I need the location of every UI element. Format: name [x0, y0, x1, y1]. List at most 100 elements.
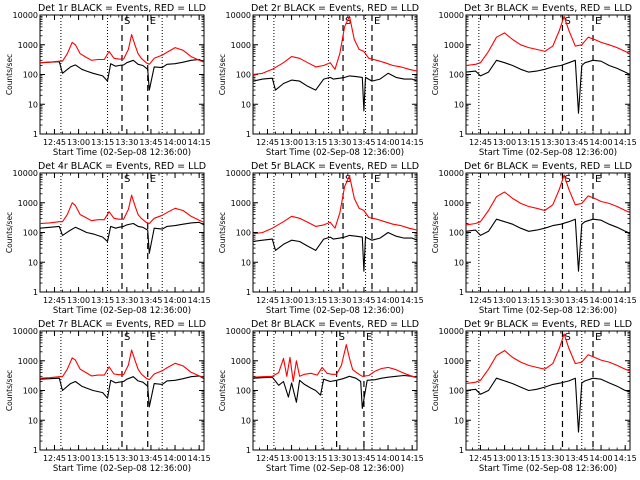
y-tick-label: 1 — [33, 130, 38, 139]
marker-label-s: S — [124, 332, 130, 343]
y-tick-label: 10000 — [13, 327, 38, 336]
marker-label-e: E — [150, 332, 156, 343]
x-tick-label: 13:30 — [541, 296, 564, 305]
y-tick-label: 10000 — [439, 11, 464, 20]
plot-frame — [252, 330, 418, 451]
x-tick-label: 13:45 — [139, 138, 162, 147]
marker-label-e: E — [595, 174, 601, 185]
chart-panel-2: Det 2r BLACK = Events, RED = LLD 1 10 100 10… — [218, 3, 424, 158]
y-tick-label: 10000 — [439, 169, 464, 178]
y-tick-label: 100 — [23, 229, 38, 238]
y-axis-label: Counts/sec — [5, 54, 14, 95]
x-tick-label: 13:30 — [328, 296, 351, 305]
x-tick-label: 12:45 — [43, 138, 66, 147]
x-axis-label: Start Time (02-Sep-08 12:36:00) — [266, 148, 404, 158]
chart-title: Det 2r BLACK = Events, RED = LLD — [251, 3, 419, 14]
x-tick-label: 13:00 — [280, 138, 303, 147]
chart-panel-8: Det 8r BLACK = Events, RED = LLD 1 10 100 10… — [218, 319, 424, 474]
series-line-events — [40, 375, 204, 408]
x-tick-label: 13:30 — [328, 454, 351, 463]
chart-panel-7: Det 7r BLACK = Events, RED = LLD 1 10 100 10… — [5, 319, 211, 474]
x-tick-label: 12:45 — [469, 454, 492, 463]
x-tick-label: 13:00 — [280, 454, 303, 463]
y-tick-label: 10 — [241, 416, 251, 425]
x-tick-label: 13:00 — [280, 296, 303, 305]
y-tick-label: 100 — [449, 387, 464, 396]
plot-frame — [465, 330, 631, 451]
y-tick-label: 1 — [246, 446, 251, 455]
y-axis-label: Counts/sec — [218, 54, 227, 95]
chart-title: Det 7r BLACK = Events, RED = LLD — [38, 319, 206, 330]
y-axis-label: Counts/sec — [431, 370, 440, 411]
series-line-lld — [466, 15, 630, 67]
y-tick-label: 1 — [33, 446, 38, 455]
marker-label-e: E — [150, 16, 156, 27]
y-tick-label: 1000 — [18, 199, 38, 208]
x-axis-label: Start Time (02-Sep-08 12:36:00) — [266, 464, 404, 474]
x-tick-label: 13:15 — [304, 138, 327, 147]
y-tick-label: 10 — [28, 416, 38, 425]
y-tick-label: 100 — [236, 229, 251, 238]
y-tick-label: 100 — [236, 71, 251, 80]
y-axis-label: Counts/sec — [431, 54, 440, 95]
x-tick-label: 13:45 — [139, 296, 162, 305]
y-tick-label: 100 — [23, 71, 38, 80]
x-tick-label: 13:15 — [517, 296, 540, 305]
series-line-lld — [40, 349, 204, 381]
x-tick-label: 14:15 — [188, 454, 211, 463]
y-tick-label: 1000 — [231, 199, 251, 208]
y-tick-label: 10 — [28, 258, 38, 267]
series-line-events — [466, 59, 630, 114]
x-tick-label: 13:15 — [517, 454, 540, 463]
y-tick-label: 10000 — [439, 327, 464, 336]
y-tick-label: 10 — [241, 258, 251, 267]
x-tick-label: 12:45 — [256, 296, 279, 305]
x-tick-label: 14:00 — [377, 296, 400, 305]
y-tick-label: 10 — [454, 258, 464, 267]
chart-panel-3: Det 3r BLACK = Events, RED = LLD 1 10 100 10… — [431, 3, 637, 158]
x-tick-label: 13:45 — [565, 454, 588, 463]
chart-title: Det 1r BLACK = Events, RED = LLD — [38, 3, 206, 14]
series-line-events — [466, 377, 630, 433]
y-tick-label: 1000 — [231, 357, 251, 366]
chart-panel-4: Det 4r BLACK = Events, RED = LLD 1 10 100 10… — [5, 161, 211, 316]
chart-panel-1: Det 1r BLACK = Events, RED = LLD 1 10 100 10… — [5, 3, 211, 158]
marker-label-e: E — [595, 332, 601, 343]
y-tick-label: 1000 — [444, 357, 464, 366]
x-tick-label: 14:00 — [164, 296, 187, 305]
x-tick-label: 12:45 — [256, 138, 279, 147]
x-axis-label: Start Time (02-Sep-08 12:36:00) — [479, 464, 617, 474]
x-tick-label: 13:15 — [517, 138, 540, 147]
x-tick-label: 12:45 — [256, 454, 279, 463]
x-tick-label: 14:15 — [401, 296, 424, 305]
y-tick-label: 10000 — [226, 169, 251, 178]
y-axis-label: Counts/sec — [431, 212, 440, 253]
x-axis-label: Start Time (02-Sep-08 12:36:00) — [266, 306, 404, 316]
y-tick-label: 1 — [459, 288, 464, 297]
plot-frame — [252, 14, 418, 135]
series-line-lld — [40, 194, 204, 225]
series-line-events — [40, 221, 204, 254]
y-tick-label: 1000 — [18, 41, 38, 50]
series-line-lld — [40, 34, 204, 65]
y-tick-label: 100 — [23, 387, 38, 396]
y-tick-label: 10000 — [226, 11, 251, 20]
x-tick-label: 14:00 — [590, 296, 613, 305]
x-tick-label: 13:00 — [67, 296, 90, 305]
marker-label-s: S — [339, 332, 345, 343]
x-tick-label: 13:15 — [91, 296, 114, 305]
x-tick-label: 13:45 — [565, 138, 588, 147]
marker-label-s: S — [124, 174, 130, 185]
marker-label-e: E — [150, 174, 156, 185]
y-axis-label: Counts/sec — [5, 212, 14, 253]
chart-title: Det 6r BLACK = Events, RED = LLD — [464, 161, 632, 172]
x-tick-label: 14:15 — [614, 454, 637, 463]
x-tick-label: 14:00 — [590, 454, 613, 463]
series-line-lld — [466, 174, 630, 226]
y-tick-label: 1 — [246, 130, 251, 139]
y-tick-label: 1000 — [444, 41, 464, 50]
x-tick-label: 13:00 — [67, 138, 90, 147]
x-tick-label: 13:00 — [493, 138, 516, 147]
y-axis-label: Counts/sec — [218, 212, 227, 253]
y-tick-label: 100 — [449, 229, 464, 238]
